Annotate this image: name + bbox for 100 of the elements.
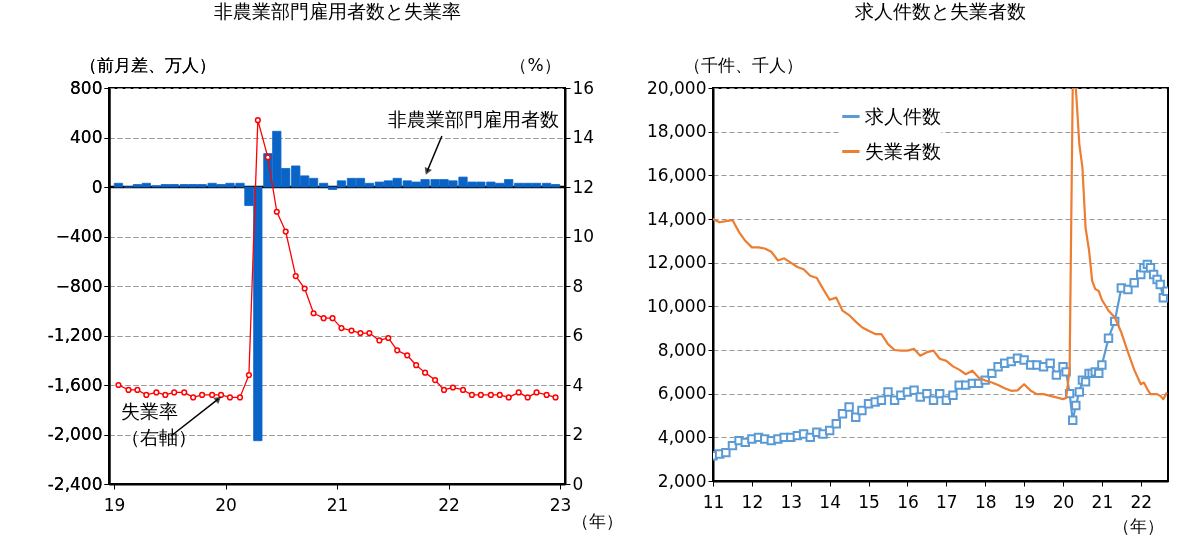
line-series bbox=[713, 88, 1168, 401]
y-tick-label: 18,000 bbox=[647, 121, 707, 142]
y-axis-title: （前月差、万人） bbox=[79, 54, 216, 75]
legend-label: 求人件数 bbox=[865, 104, 942, 127]
point bbox=[125, 386, 132, 394]
y2-tick-label: 10 bbox=[572, 226, 595, 246]
point bbox=[115, 381, 122, 389]
y2-tick-label: 12 bbox=[572, 176, 595, 197]
x-tick-label: 22 bbox=[1130, 491, 1153, 512]
y-tick-label: 10,000 bbox=[647, 295, 707, 316]
y-tick-label: -1,600 bbox=[47, 374, 103, 395]
y2-axis-title: （%） bbox=[510, 54, 561, 75]
point bbox=[524, 394, 531, 401]
point bbox=[413, 362, 420, 369]
point bbox=[477, 391, 484, 398]
x-tick-label: 18 bbox=[974, 491, 997, 512]
point bbox=[134, 386, 141, 394]
x-axis-title: （年） bbox=[571, 510, 623, 531]
series-label: 失業率（右軸） bbox=[121, 400, 197, 448]
point bbox=[440, 386, 448, 394]
point bbox=[496, 391, 503, 398]
point bbox=[357, 329, 364, 337]
y2-tick-label: 8 bbox=[572, 275, 584, 296]
x-tick-label: 17 bbox=[936, 491, 958, 512]
x-tick-label: 11 bbox=[702, 491, 725, 512]
point bbox=[254, 117, 261, 124]
y-tick-label: 2,000 bbox=[657, 470, 707, 491]
point bbox=[543, 391, 550, 398]
point bbox=[282, 228, 289, 235]
y-axis-title: （千件、千人） bbox=[683, 54, 803, 75]
x-tick-label: 14 bbox=[819, 491, 841, 512]
point bbox=[348, 327, 355, 334]
point bbox=[533, 389, 540, 396]
x-tick-label: 12 bbox=[741, 491, 764, 512]
y-tick-label: −800 bbox=[55, 275, 103, 296]
point bbox=[181, 389, 188, 396]
y-tick-label: 12,000 bbox=[647, 252, 707, 273]
y2-tick-label: 0 bbox=[572, 473, 584, 494]
point bbox=[385, 334, 392, 342]
chart-title: 求人件数と失業者数 bbox=[855, 0, 1026, 22]
point bbox=[459, 386, 467, 394]
point bbox=[292, 273, 299, 280]
x-tick-label: 20 bbox=[1052, 491, 1075, 512]
y2-tick-label: 4 bbox=[572, 374, 584, 395]
point bbox=[226, 394, 234, 401]
y-tick-label: -2,000 bbox=[47, 424, 103, 444]
point bbox=[338, 324, 345, 332]
y-tick-label: 16,000 bbox=[647, 164, 707, 185]
point bbox=[310, 310, 317, 317]
x-tick-label: 21 bbox=[1091, 491, 1114, 512]
point bbox=[143, 391, 150, 398]
x-tick-label: 15 bbox=[858, 491, 880, 512]
legend-label: 失業者数 bbox=[865, 139, 942, 162]
y-tick-label: -1,200 bbox=[47, 325, 103, 345]
x-tick-label: 19 bbox=[103, 494, 126, 515]
y2-tick-label: 14 bbox=[572, 127, 595, 147]
y-tick-label: 14,000 bbox=[647, 208, 707, 229]
point bbox=[468, 391, 476, 398]
point bbox=[264, 154, 271, 161]
y-tick-label: 4,000 bbox=[657, 426, 707, 447]
y-tick-label: 6,000 bbox=[657, 383, 707, 404]
point bbox=[366, 329, 373, 337]
y2-tick-label: 6 bbox=[572, 325, 584, 345]
x-tick-label: 20 bbox=[215, 494, 237, 515]
point bbox=[236, 394, 244, 401]
point bbox=[449, 384, 457, 391]
x-tick-label: 13 bbox=[780, 491, 803, 512]
y2-tick-label: 16 bbox=[572, 77, 595, 98]
point bbox=[329, 315, 336, 322]
point bbox=[320, 315, 327, 322]
x-tick-label: 23 bbox=[549, 494, 572, 515]
y-tick-label: −400 bbox=[55, 226, 103, 246]
y-tick-label: 400 bbox=[70, 127, 103, 147]
point bbox=[171, 389, 178, 396]
point bbox=[190, 394, 197, 401]
y-tick-label: -2,400 bbox=[47, 473, 103, 494]
point bbox=[515, 389, 522, 396]
x-tick-label: 22 bbox=[438, 494, 460, 515]
y-tick-label: 0 bbox=[91, 176, 103, 197]
point bbox=[421, 369, 429, 376]
y-tick-label: 20,000 bbox=[647, 77, 707, 98]
point bbox=[153, 389, 160, 396]
point bbox=[432, 376, 439, 384]
point bbox=[245, 372, 253, 379]
y-tick-label: 800 bbox=[70, 77, 103, 98]
point bbox=[552, 394, 559, 401]
point bbox=[273, 208, 280, 215]
point bbox=[404, 352, 411, 359]
chart-title: 非農業部門雇用者数と失業率 bbox=[213, 0, 461, 22]
point bbox=[394, 347, 401, 354]
point bbox=[209, 391, 216, 398]
x-tick-label: 16 bbox=[897, 491, 919, 512]
y2-tick-label: 2 bbox=[572, 424, 584, 444]
text: 非農業部門雇用者数 bbox=[388, 108, 559, 130]
x-tick-label: 19 bbox=[1013, 491, 1036, 512]
point bbox=[487, 391, 494, 398]
y-tick-label: 8,000 bbox=[657, 339, 707, 360]
point bbox=[376, 337, 383, 344]
point bbox=[301, 285, 308, 292]
point bbox=[162, 391, 169, 398]
